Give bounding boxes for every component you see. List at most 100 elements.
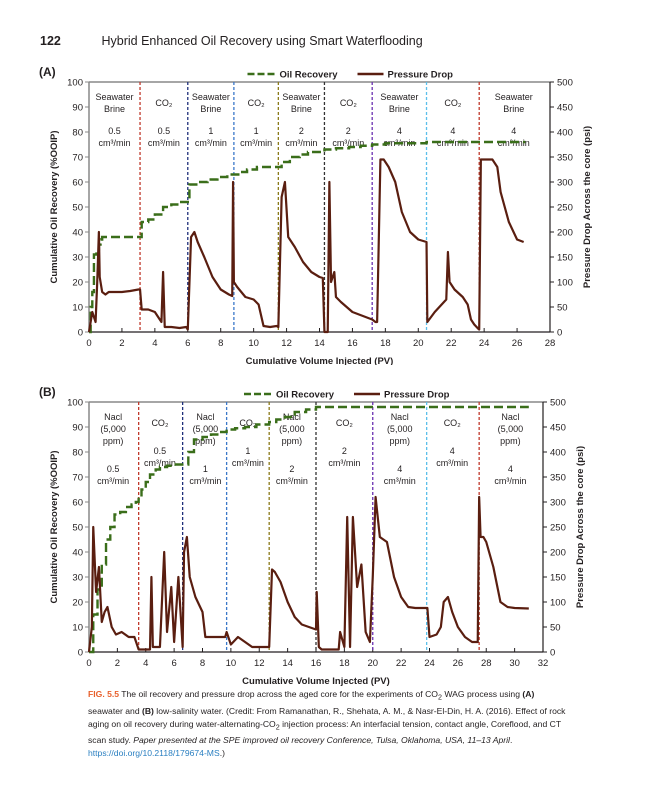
stage-rate-value: 0.5: [107, 464, 120, 474]
y-axis-title: Cumulative Oil Recovery (%OOIP): [49, 450, 60, 603]
doi-link[interactable]: https://doi.org/10.2118/179674-MS: [88, 748, 220, 759]
stage-rate-value: 1: [245, 446, 250, 456]
caption-text: The oil recovery and pressure drop acros…: [119, 689, 438, 699]
stage-fluid-label: (5,000: [193, 424, 219, 434]
page-header: 122 Hybrid Enhanced Oil Recovery using S…: [40, 34, 423, 48]
x-tick-label: 30: [509, 658, 520, 669]
y-tick-label: 20: [72, 278, 83, 289]
stage-fluid-label: CO₂: [239, 418, 257, 428]
stage-fluid-label: ppm): [195, 436, 216, 446]
stage-fluid-label: Seawater: [96, 92, 134, 102]
stage-fluid-label: CO₂: [155, 98, 173, 108]
caption-text: injection process: An interfacial tensio…: [88, 718, 561, 746]
stage-fluid-label: (5,000: [387, 424, 413, 434]
figure-caption: FIG. 5.5 The oil recovery and pressure d…: [88, 688, 568, 760]
stage-rate-value: 2: [289, 464, 294, 474]
y-tick-label: 30: [72, 253, 83, 264]
y2-axis-title: Pressure Drop Across the core (psi): [582, 126, 593, 288]
stage-fluid-label: Seawater: [192, 92, 230, 102]
x-axis-title: Cumulative Volume Injected (PV): [242, 676, 390, 687]
stage-fluid-label: (5,000: [279, 424, 305, 434]
x-tick-label: 0: [86, 338, 91, 349]
x-tick-label: 8: [218, 338, 223, 349]
x-axis-title: Cumulative Volume Injected (PV): [246, 356, 394, 365]
y-tick-label: 20: [72, 598, 83, 609]
x-tick-label: 2: [119, 338, 124, 349]
x-tick-label: 32: [538, 658, 549, 669]
y2-tick-label: 100: [557, 278, 573, 289]
x-tick-label: 14: [282, 658, 293, 669]
caption-text: seawater and: [88, 705, 142, 716]
stage-fluid-label: Nacl: [391, 412, 409, 422]
chart-b: (B)0 2 4 6 8 10 12 14 16 18 20 22 24 26 28 30 3201020304…: [39, 385, 586, 687]
stage-fluid-label: ppm): [103, 436, 124, 446]
caption-text: .): [219, 748, 225, 759]
panel-label: (A): [39, 65, 56, 79]
x-tick-label: 0: [86, 658, 91, 669]
y2-tick-label: 450: [550, 423, 566, 434]
stage-rate-unit: cm³/min: [240, 138, 272, 148]
caption-text: low-salinity water. (Credit: From Ramana…: [88, 705, 566, 729]
y2-tick-label: 300: [557, 178, 573, 189]
legend-oil-recovery-label: Oil Recovery: [276, 390, 335, 401]
x-tick-label: 6: [171, 658, 176, 669]
y2-tick-label: 500: [557, 78, 573, 89]
figure-label: FIG. 5.5: [88, 689, 120, 699]
x-tick-label: 20: [413, 338, 424, 349]
stage-fluid-label: Nacl: [196, 412, 214, 422]
y2-tick-label: 350: [557, 153, 573, 164]
y-tick-label: 0: [78, 328, 83, 339]
stage-rate-value: 4: [397, 126, 402, 136]
x-tick-label: 12: [254, 658, 265, 669]
stage-rate-unit: cm³/min: [332, 138, 364, 148]
y2-tick-label: 400: [550, 448, 566, 459]
y-tick-label: 60: [72, 178, 83, 189]
stage-fluid-label: Seawater: [380, 92, 418, 102]
y-tick-label: 30: [72, 573, 83, 584]
stage-fluid-label: CO₂: [248, 98, 266, 108]
stage-fluid-label: Brine: [104, 104, 125, 114]
x-tick-label: 18: [380, 338, 391, 349]
running-title: Hybrid Enhanced Oil Recovery using Smart…: [101, 34, 423, 48]
stage-rate-value: 1: [254, 126, 259, 136]
y-tick-label: 100: [67, 398, 83, 409]
stage-fluid-label: Seawater: [495, 92, 533, 102]
x-tick-label: 26: [512, 338, 523, 349]
y-tick-label: 50: [72, 203, 83, 214]
y-tick-label: 40: [72, 548, 83, 559]
stage-fluid-label: CO₂: [151, 418, 169, 428]
x-tick-label: 18: [339, 658, 350, 669]
stage-fluid-label: CO₂: [336, 418, 354, 428]
y2-tick-label: 0: [557, 328, 562, 339]
y-tick-label: 90: [72, 103, 83, 114]
stage-rate-unit: cm³/min: [436, 458, 468, 468]
y2-tick-label: 250: [557, 203, 573, 214]
stage-fluid-label: Nacl: [501, 412, 519, 422]
legend-pressure-drop-label: Pressure Drop: [388, 70, 454, 81]
stage-rate-value: 4: [450, 446, 455, 456]
x-tick-label: 4: [143, 658, 148, 669]
caption-venue: Paper presented at the SPE improved oil …: [133, 735, 510, 746]
stage-fluid-label: Nacl: [104, 412, 122, 422]
y2-tick-label: 200: [550, 548, 566, 559]
y-axis-title: Cumulative Oil Recovery (%OOIP): [49, 130, 60, 283]
x-tick-label: 24: [424, 658, 435, 669]
stage-rate-unit: cm³/min: [195, 138, 227, 148]
x-tick-label: 4: [152, 338, 157, 349]
stage-rate-value: 4: [397, 464, 402, 474]
stage-rate-value: 0.5: [154, 446, 167, 456]
oil-recovery-line: [89, 140, 526, 334]
stage-fluid-label: ppm): [500, 436, 521, 446]
stage-rate-value: 4: [511, 126, 516, 136]
y-tick-label: 80: [72, 448, 83, 459]
stage-rate-value: 1: [203, 464, 208, 474]
y2-tick-label: 100: [550, 598, 566, 609]
caption-panel-a: (A): [522, 689, 535, 699]
stage-fluid-label: ppm): [282, 436, 303, 446]
x-tick-label: 6: [185, 338, 190, 349]
x-tick-label: 26: [453, 658, 464, 669]
y-tick-label: 40: [72, 228, 83, 239]
y2-tick-label: 0: [550, 648, 555, 659]
stage-rate-unit: cm³/min: [144, 458, 176, 468]
stage-rate-value: 2: [342, 446, 347, 456]
